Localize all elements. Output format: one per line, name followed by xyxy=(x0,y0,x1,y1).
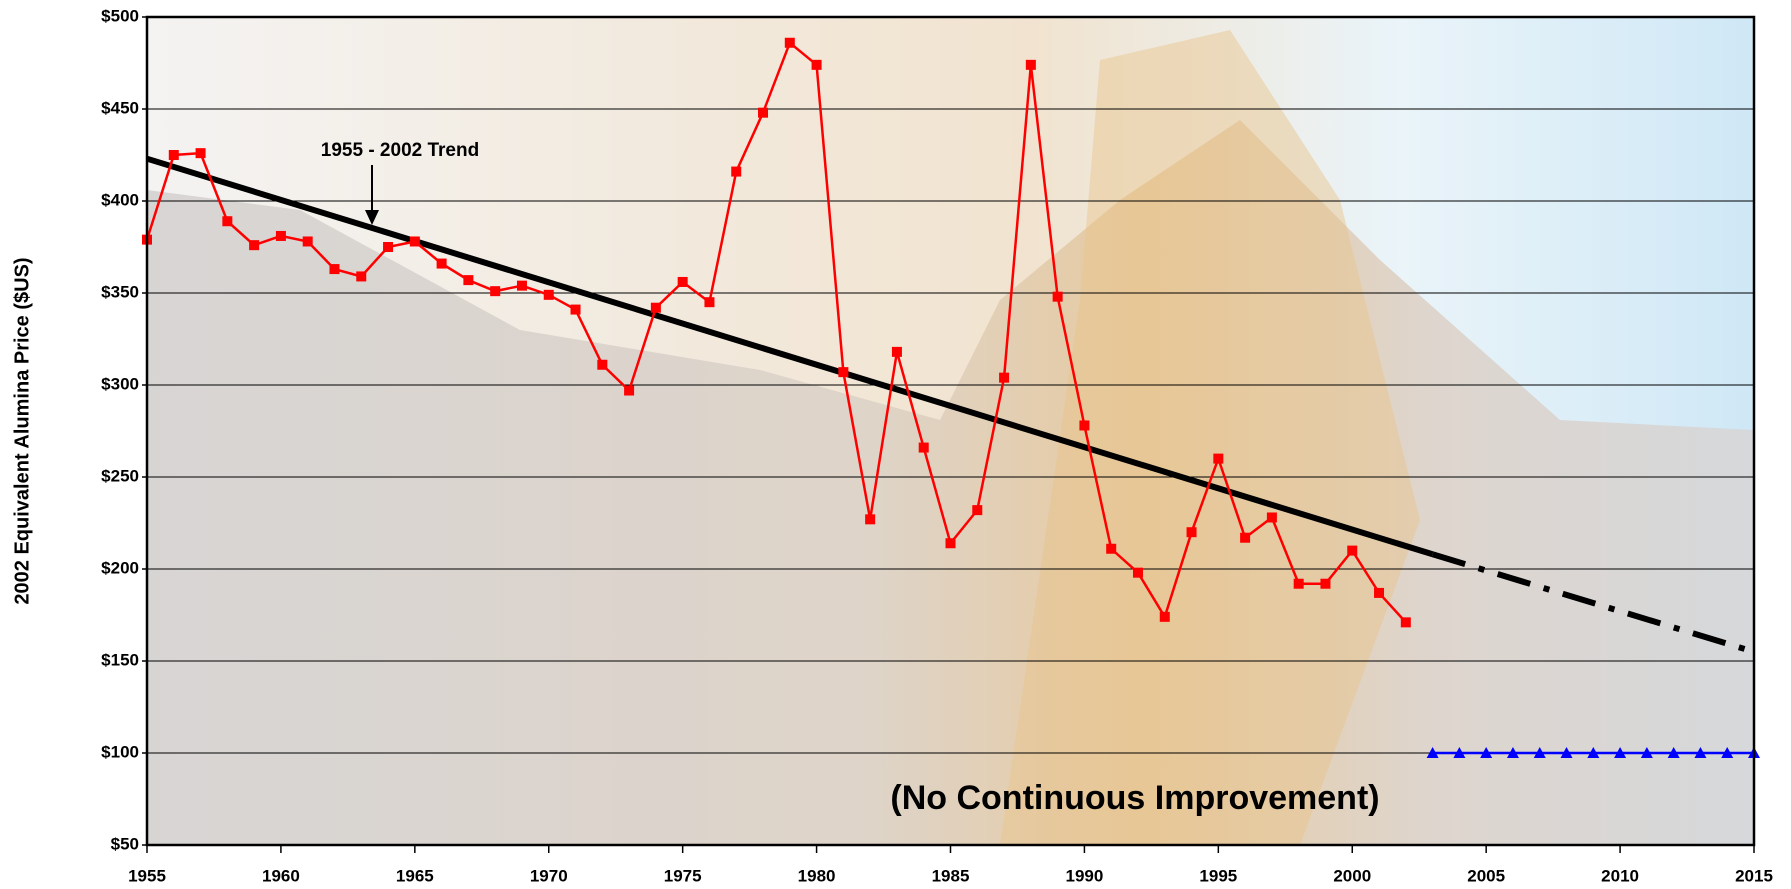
y-tick-label: $300 xyxy=(101,374,139,393)
x-tick-label: 1965 xyxy=(396,866,434,885)
data-point xyxy=(1106,543,1117,554)
y-tick-label: $500 xyxy=(101,6,139,25)
data-point xyxy=(918,442,929,453)
data-point xyxy=(1374,587,1385,598)
data-point xyxy=(999,372,1010,383)
series-layer xyxy=(142,37,1760,758)
trend-annotation: 1955 - 2002 Trend xyxy=(321,140,479,161)
data-point xyxy=(436,258,447,269)
data-point xyxy=(1025,59,1036,70)
series-line xyxy=(1431,551,1755,655)
x-tick-label: 1955 xyxy=(128,866,166,885)
data-point xyxy=(624,385,635,396)
data-point xyxy=(1079,420,1090,431)
x-tick-label: 2005 xyxy=(1467,866,1505,885)
data-point xyxy=(1721,747,1734,758)
data-point xyxy=(1694,747,1707,758)
data-point xyxy=(409,236,420,247)
data-point xyxy=(195,148,206,159)
data-point xyxy=(329,264,340,275)
data-point xyxy=(1667,747,1680,758)
data-point xyxy=(1560,747,1573,758)
x-tick-label: 2000 xyxy=(1333,866,1371,885)
data-point xyxy=(1240,532,1251,543)
y-tick-label: $250 xyxy=(101,466,139,485)
y-tick-label: $50 xyxy=(111,834,139,853)
data-point xyxy=(945,538,956,549)
data-point xyxy=(677,276,688,287)
data-point xyxy=(463,275,474,286)
data-point xyxy=(383,242,394,252)
data-point xyxy=(1453,747,1466,758)
x-tick-label: 1995 xyxy=(1199,866,1237,885)
data-point xyxy=(597,359,608,370)
y-tick-label: $350 xyxy=(101,282,139,301)
x-tick-label: 1970 xyxy=(530,866,568,885)
data-point xyxy=(1052,291,1063,302)
y-axis-label: 2002 Equivalent Alumina Price ($US) xyxy=(11,257,33,604)
data-point xyxy=(650,302,661,313)
data-point xyxy=(1533,747,1546,758)
data-point xyxy=(543,289,554,300)
data-point xyxy=(758,107,769,118)
plot-border xyxy=(145,15,1756,847)
series-line xyxy=(146,155,1434,558)
x-tick-label: 1960 xyxy=(262,866,300,885)
data-point xyxy=(838,367,849,378)
data-point xyxy=(972,505,983,516)
data-point xyxy=(490,286,501,297)
x-tick-label: 1980 xyxy=(798,866,836,885)
data-point xyxy=(1132,567,1143,578)
y-tick-label: $400 xyxy=(101,190,139,209)
data-point xyxy=(784,37,795,48)
y-tick-label: $100 xyxy=(101,742,139,761)
data-point xyxy=(1614,747,1627,758)
data-point xyxy=(865,514,876,525)
x-tick-label: 1975 xyxy=(664,866,702,885)
data-point xyxy=(222,216,233,227)
no-improvement-annotation: (No Continuous Improvement) xyxy=(890,779,1379,817)
data-point xyxy=(891,346,902,357)
x-tick-label: 2010 xyxy=(1601,866,1639,885)
data-point xyxy=(811,59,822,70)
data-point xyxy=(1320,578,1331,589)
data-point xyxy=(168,150,179,160)
data-point xyxy=(1400,617,1411,628)
data-point xyxy=(1347,545,1358,556)
data-point xyxy=(1480,747,1493,758)
data-point xyxy=(249,240,260,251)
data-point xyxy=(570,304,581,315)
data-point xyxy=(1266,512,1277,523)
data-point xyxy=(1186,527,1197,538)
data-point xyxy=(1506,747,1519,758)
data-point xyxy=(1640,747,1653,758)
annotation-arrow xyxy=(365,165,379,225)
data-point xyxy=(1426,747,1439,758)
y-tick-label: $450 xyxy=(101,98,139,117)
y-tick-label: $200 xyxy=(101,558,139,577)
x-tick-label: 1990 xyxy=(1066,866,1104,885)
data-point xyxy=(704,297,715,308)
data-point xyxy=(302,236,313,247)
data-point xyxy=(1159,611,1170,622)
data-point xyxy=(1587,747,1600,758)
data-point xyxy=(356,271,367,282)
plot-background xyxy=(147,17,1754,845)
data-point xyxy=(275,230,286,241)
x-tick-label: 2015 xyxy=(1735,866,1773,885)
data-point xyxy=(1293,578,1304,589)
y-tick-label: $150 xyxy=(101,650,139,669)
x-tick-label: 1985 xyxy=(932,866,970,885)
data-point xyxy=(731,166,742,177)
data-point xyxy=(1213,453,1224,464)
data-point xyxy=(516,280,527,291)
